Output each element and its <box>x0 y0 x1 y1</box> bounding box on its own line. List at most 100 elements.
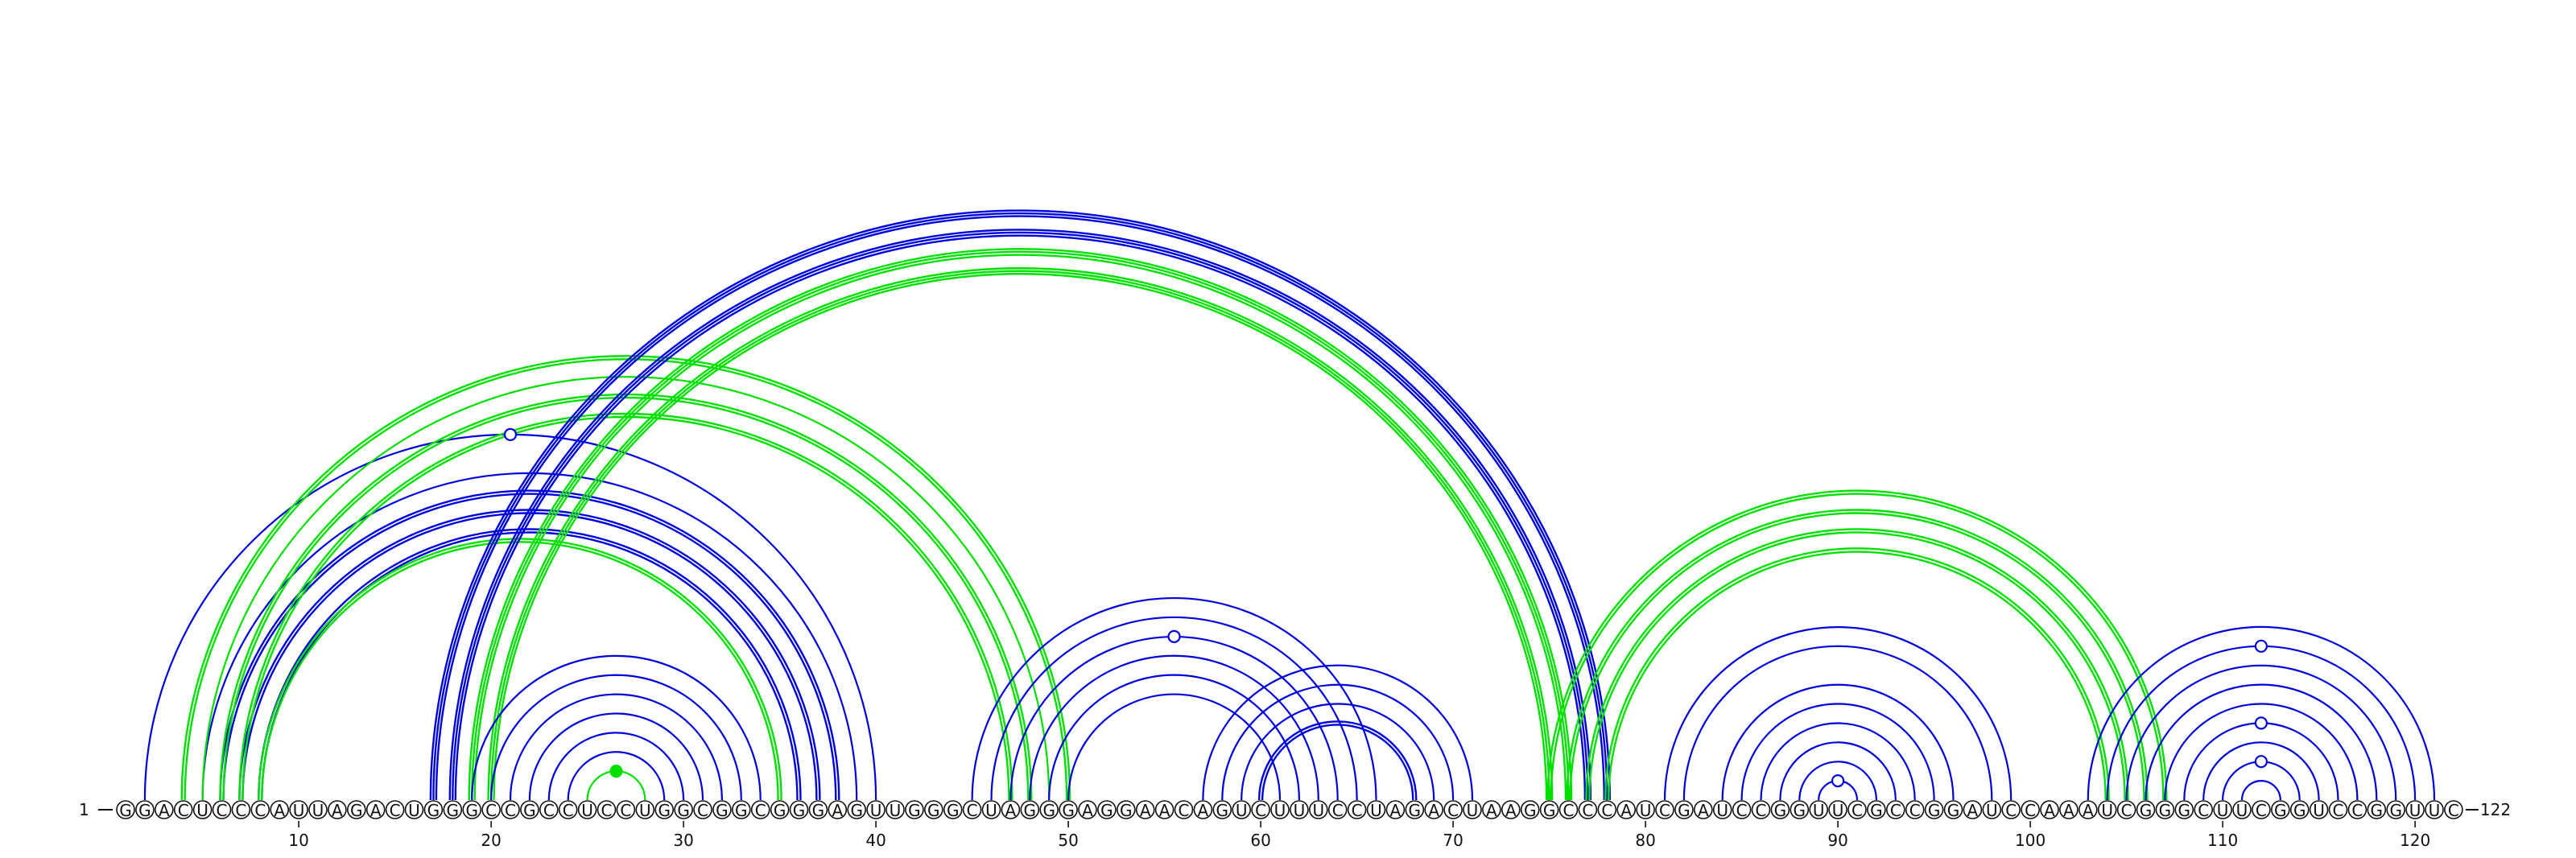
nucleotide-circle <box>404 800 424 819</box>
nucleotide-circle <box>270 800 290 819</box>
arc-blue-8-36 <box>261 531 799 801</box>
nucleotide-circle <box>1694 800 1713 819</box>
nucleotide-letter: G <box>658 801 671 820</box>
nucleotide-circle <box>1385 800 1406 819</box>
nucleotide: A <box>328 800 347 820</box>
nucleotide: U <box>1828 800 1847 820</box>
nucleotide-circle <box>1770 800 1790 819</box>
tick-label: 120 <box>2400 831 2430 850</box>
nucleotide-circle <box>943 800 963 819</box>
nucleotide-circle <box>2289 800 2310 819</box>
nucleotide-letter: G <box>1042 801 1055 820</box>
nucleotide-circle <box>597 800 617 819</box>
nucleotide: C <box>385 800 405 820</box>
arc-blue-111-113 <box>2240 780 2281 801</box>
nucleotide-letter: C <box>967 801 978 820</box>
nucleotide-circle <box>1847 800 1867 819</box>
arc-blue-105-119 <box>2125 664 2397 801</box>
nucleotide: C <box>693 800 712 820</box>
nucleotide: G <box>1943 800 1963 820</box>
arc-green-4-50 <box>184 358 1068 801</box>
nucleotide-letter: G <box>2389 801 2402 820</box>
nucleotide-circle <box>2079 800 2098 819</box>
backbone-layer: 1 122 <box>79 800 2511 819</box>
nucleotide-letter: U <box>312 801 324 820</box>
nucleotide: A <box>1154 800 1174 820</box>
nucleotide-circle <box>577 800 597 819</box>
nucleotide-circle <box>1309 800 1328 819</box>
nucleotide-letter: U <box>1294 801 1306 820</box>
nucleotide: G <box>1059 800 1078 820</box>
nucleotide-circle <box>2136 800 2156 819</box>
nucleotide-letter: A <box>1428 801 1439 820</box>
nucleotide: C <box>2328 800 2348 820</box>
nucleotide-letter: U <box>408 801 420 820</box>
nucleotide: G <box>2155 800 2175 820</box>
nucleotide: U <box>1636 800 1655 820</box>
arc-blue-20-33 <box>490 674 742 801</box>
nucleotide-circle <box>924 800 943 819</box>
nucleotide: C <box>1578 800 1598 820</box>
arc-green-19-76 <box>471 250 1570 801</box>
nucleotide-letter: U <box>1274 801 1286 820</box>
nucleotide-letter: C <box>254 801 266 820</box>
nucleotide-circle <box>481 800 501 819</box>
nucleotide-circle <box>1828 800 1847 819</box>
nucleotide-letter: G <box>350 801 363 820</box>
arcs-layer <box>143 209 2436 801</box>
nucleotide-circle <box>2232 800 2252 819</box>
nucleotide-circle <box>905 800 924 819</box>
nucleotide: C <box>2252 800 2271 820</box>
nucleotide-circle <box>1078 800 1097 819</box>
nucleotide-letter: U <box>1236 801 1248 820</box>
nucleotide: C <box>1174 800 1194 820</box>
nucleotide: G <box>1039 800 1059 820</box>
arc-blue-87-93 <box>1779 741 1897 801</box>
nucleotide-circle <box>212 800 232 819</box>
nucleotide: C <box>1347 800 1367 820</box>
tick-label: 80 <box>1635 831 1655 850</box>
nucleotide-circle <box>1424 800 1443 819</box>
nucleotide-circle <box>1117 800 1136 819</box>
nucleotide-letter: C <box>1179 801 1190 820</box>
arc-blue-18-77 <box>452 231 1589 801</box>
nucleotide-circle <box>1501 800 1521 819</box>
nucleotide-circle <box>654 800 675 819</box>
arc-green-76-106 <box>1569 512 2145 801</box>
nucleotide-circle <box>2213 800 2232 819</box>
nucleotide-circle <box>2386 800 2405 819</box>
nucleotide: A <box>365 800 386 820</box>
nucleotide: U <box>1809 800 1828 820</box>
arc-blue-60-68 <box>1261 724 1414 801</box>
arc-green-78-104 <box>1608 551 2107 801</box>
nucleotide-letter: C <box>235 801 246 820</box>
nucleotide: G <box>116 800 135 820</box>
arc-blue-106-118 <box>2145 683 2378 801</box>
nucleotide-letter: G <box>1120 801 1133 820</box>
nucleotide-letter: U <box>2313 801 2325 820</box>
nucleotide: C <box>539 800 559 820</box>
nucleotide-letter: U <box>2429 801 2441 820</box>
nucleotide-letter: C <box>1890 801 1901 820</box>
nucleotide-letter: C <box>390 801 401 820</box>
nucleotide: C <box>558 800 578 820</box>
nucleotide: U <box>404 800 424 820</box>
nucleotide-circle <box>1809 800 1828 819</box>
nucleotide: U <box>1982 800 2002 820</box>
nucleotide-letter: G <box>735 801 748 820</box>
tick-label: 60 <box>1250 831 1270 850</box>
nucleotide-circle <box>1290 800 1309 819</box>
nucleotide-letter: C <box>1736 801 1748 820</box>
nucleotide: C <box>1597 800 1617 820</box>
tick-label: 50 <box>1058 831 1078 850</box>
nucleotide-circle <box>770 800 790 819</box>
nucleotide: C <box>750 800 770 820</box>
arc-blue-2-40 <box>143 433 877 801</box>
nucleotide: G <box>808 800 828 820</box>
nucleotide-circle <box>2405 800 2425 819</box>
nucleotide-circle <box>2040 800 2059 819</box>
nucleotide-circle <box>1174 800 1194 819</box>
nucleotide: U <box>2097 800 2117 820</box>
nucleotide-circle <box>1135 800 1155 819</box>
nucleotide-circle <box>693 800 712 819</box>
